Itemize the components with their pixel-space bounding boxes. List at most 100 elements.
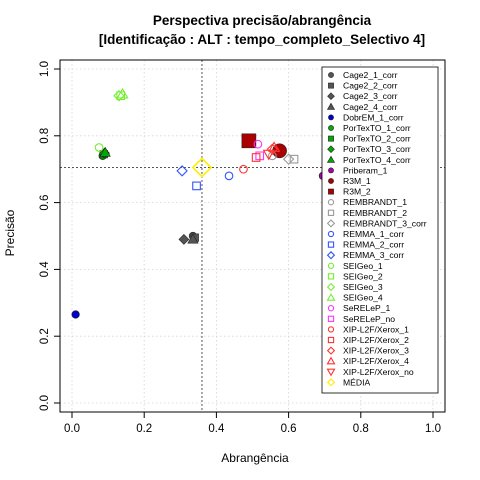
legend-marker	[327, 262, 335, 269]
legend-marker	[328, 135, 334, 142]
y-tick-label: 0.4	[39, 261, 51, 278]
legend-marker	[328, 125, 334, 131]
chart-subtitle: [Identificação : ALT : tempo_completo_Se…	[99, 32, 425, 47]
legend-label: DobrEM_1_corr	[343, 112, 404, 122]
plot-frame	[59, 59, 446, 413]
legend-label: REMMA_2_corr	[343, 240, 404, 250]
legend-marker	[327, 209, 335, 216]
x-tick-label: 1.0	[425, 423, 441, 435]
y-tick-label: 0.2	[39, 328, 51, 344]
data-point	[116, 87, 129, 99]
legend-marker	[328, 178, 334, 184]
x-tick-label: 0.6	[281, 423, 297, 435]
legend-label: SeRELeP_1	[343, 303, 391, 313]
legend-marker	[328, 72, 334, 78]
data-point	[71, 310, 80, 319]
legend-marker	[326, 346, 336, 355]
data-points	[71, 87, 327, 319]
legend-label: XIP-L2F/Xerox_4	[343, 356, 409, 366]
legend-marker	[326, 292, 336, 301]
legend-label: XIP-L2F/Xerox_1	[343, 324, 409, 334]
legend-label: Cage2_4_corr	[343, 102, 398, 112]
legend-label: XIP-L2F/Xerox_no	[343, 367, 414, 377]
legend-label: REMBRANDT_3_corr	[343, 218, 427, 228]
legend-label: REMMA_3_corr	[343, 250, 404, 260]
legend-label: Cage2_3_corr	[343, 91, 398, 101]
legend-box	[321, 66, 439, 394]
legend-label: SeRELeP_no	[343, 314, 395, 324]
legend-marker	[328, 114, 334, 121]
legend-marker	[328, 167, 334, 174]
x-axis-label: Abrangência	[221, 451, 289, 465]
legend-marker	[326, 251, 336, 260]
legend-label: Cage2_2_corr	[343, 81, 398, 91]
legend-label: XIP-L2F/Xerox_2	[343, 335, 409, 345]
data-point	[192, 181, 201, 191]
data-point	[262, 149, 275, 161]
legend-marker	[326, 282, 336, 292]
x-tick-label: 0.8	[353, 423, 369, 435]
legend-marker	[326, 155, 336, 163]
data-point	[191, 157, 213, 178]
legend-label: SEIGeo_3	[343, 282, 383, 292]
legend-label: REMMA_1_corr	[343, 229, 404, 239]
chart-title: Perspectiva precisão/abrangência	[153, 13, 372, 28]
x-tick-label: 0.2	[136, 423, 152, 435]
legend-label: MÉDIA	[343, 377, 370, 387]
legend-label: Cage2_1_corr	[343, 70, 398, 80]
legend-label: PorTexTO_3_corr	[343, 144, 411, 154]
data-point	[266, 143, 279, 155]
data-point	[224, 171, 234, 181]
legend-marker	[326, 102, 336, 110]
legend-marker	[327, 315, 335, 322]
data-point	[282, 153, 295, 165]
legend-marker	[327, 92, 335, 101]
legend-label: REMBRANDT_1	[343, 197, 407, 207]
y-tick-label: 0.8	[39, 128, 51, 144]
axes: 0.0 0.2 0.4 0.6 0.8 1.0 0.0 0.2 0.4 0.6 0.8 1.0	[39, 59, 446, 435]
legend-label: Priberam_1	[343, 165, 388, 175]
legend-label: PorTexTO_2_corr	[343, 134, 411, 144]
legend-marker	[328, 82, 334, 89]
data-point	[99, 146, 111, 157]
legend-label: XIP-L2F/Xerox_3	[343, 346, 409, 356]
data-point	[178, 233, 190, 245]
data-point	[241, 133, 257, 149]
legend-marker	[327, 336, 335, 344]
data-point	[239, 164, 248, 174]
legend-label: R3M_2	[343, 187, 371, 197]
data-point	[251, 153, 261, 162]
legend-marker	[326, 378, 336, 387]
data-point	[176, 165, 188, 177]
legend-marker	[327, 273, 335, 280]
data-point	[113, 90, 125, 102]
legend-label: R3M_1	[343, 176, 371, 186]
legend-marker	[326, 368, 336, 377]
x-tick-label: 0.0	[64, 423, 80, 435]
legend-marker	[326, 356, 336, 365]
legend: Cage2_1_corrCage2_2_corrCage2_3_corrCage…	[321, 66, 439, 394]
legend-marker	[327, 145, 335, 154]
y-axis-label: Precisão	[3, 209, 17, 256]
legend-label: REMBRANDT_2	[343, 208, 407, 218]
legend-marker	[327, 241, 335, 248]
data-point	[268, 141, 281, 152]
data-point	[289, 154, 299, 164]
legend-marker	[327, 305, 335, 312]
legend-label: SEIGeo_1	[343, 261, 383, 271]
legend-label: SEIGeo_2	[343, 271, 383, 281]
legend-marker	[327, 199, 335, 206]
x-tick-label: 0.4	[208, 423, 225, 435]
data-point	[94, 143, 104, 152]
legend-label: PorTexTO_4_corr	[343, 155, 411, 165]
legend-label: SEIGeo_4	[343, 293, 383, 303]
y-tick-label: 0.6	[39, 195, 51, 211]
legend-marker	[327, 326, 335, 333]
data-point	[253, 139, 263, 149]
legend-label: PorTexTO_1_corr	[343, 123, 411, 133]
data-point	[187, 233, 199, 244]
y-tick-label: 1.0	[39, 61, 51, 77]
legend-marker	[328, 188, 334, 195]
legend-marker	[327, 230, 335, 238]
